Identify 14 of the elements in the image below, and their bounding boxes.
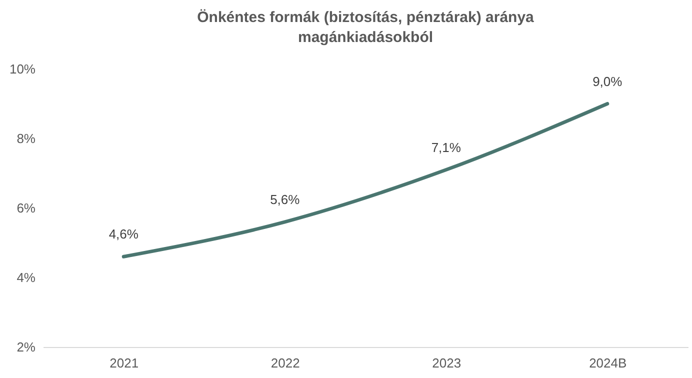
x-tick-label: 2022: [270, 356, 300, 370]
data-label: 4,6%: [108, 226, 139, 242]
y-tick-label: 10%: [9, 62, 36, 76]
y-tick-label: 2%: [16, 340, 36, 354]
y-tick-label: 8%: [16, 131, 36, 146]
y-tick-label: 4%: [16, 270, 36, 285]
x-tick-label: 2023: [432, 356, 462, 370]
x-tick-label: 2021: [110, 356, 139, 370]
data-label: 7,1%: [431, 140, 462, 155]
data-label: 5,6%: [270, 192, 300, 207]
data-label: 9,0%: [592, 74, 623, 89]
x-tick-label: 2024B: [589, 356, 627, 370]
y-tick-label: 6%: [16, 200, 36, 216]
chart-title: Önkéntes formák (biztosítás, pénztárak) aránya magánkiadásokból: [197, 9, 535, 46]
